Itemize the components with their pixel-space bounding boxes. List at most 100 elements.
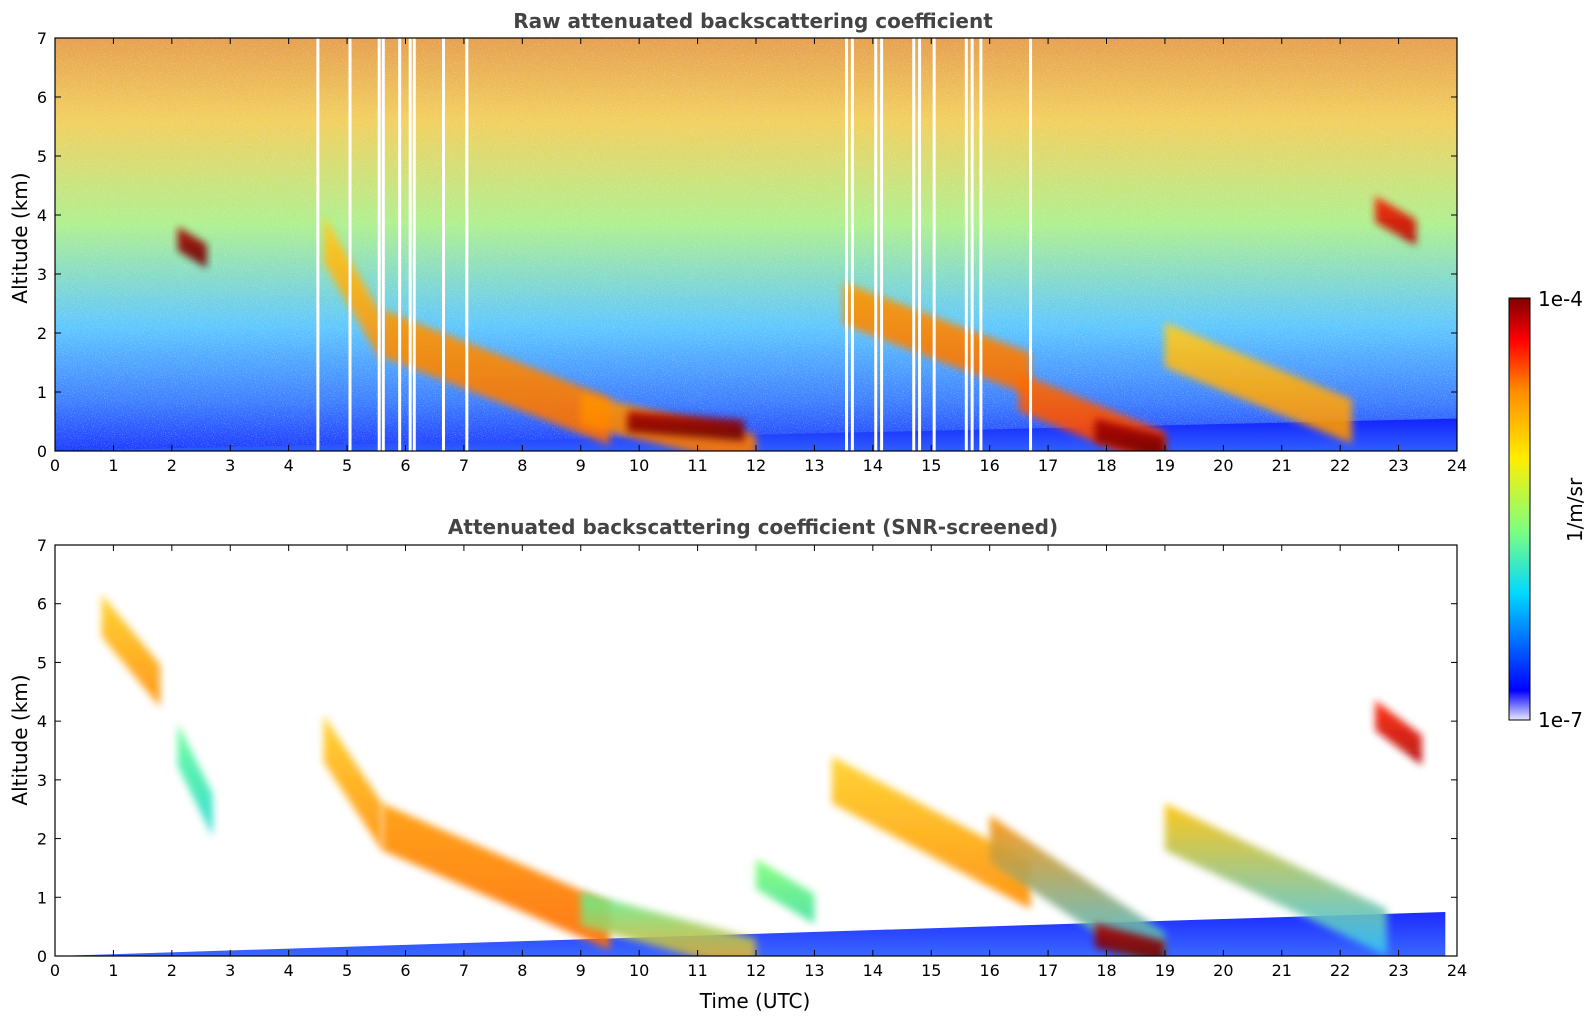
y-tick-label: 6: [37, 595, 47, 614]
x-tick-label: 0: [50, 456, 60, 475]
y-tick-label: 3: [37, 771, 47, 790]
x-tick-label: 18: [1096, 456, 1116, 475]
y-tick-label: 2: [37, 324, 47, 343]
x-tick-label: 0: [50, 961, 60, 980]
y-tick-label: 6: [37, 88, 47, 107]
x-tick-label: 10: [629, 456, 649, 475]
colorbar-unit-label: 1/m/sr: [1563, 477, 1587, 542]
x-tick-label: 8: [517, 456, 527, 475]
colorbar-max-label: 1e-4: [1538, 287, 1583, 311]
raw-backscatter-panel: Raw attenuated backscattering coefficien…: [8, 9, 1467, 475]
x-tick-label: 6: [400, 456, 410, 475]
data-gap-stripe: [880, 38, 884, 451]
snr-heatmap: [55, 545, 1457, 956]
colorbar: 1e-4 1e-7 1/m/sr: [1508, 287, 1587, 732]
x-tick-label: 14: [863, 456, 883, 475]
x-tick-label: 12: [746, 456, 766, 475]
data-gap-stripe: [970, 38, 974, 451]
feature-orange: [382, 803, 610, 951]
y-tick-label: 1: [37, 888, 47, 907]
x-tick-label: 16: [979, 961, 999, 980]
x-tick-label: 7: [459, 961, 469, 980]
x-tick-label: 23: [1388, 456, 1408, 475]
x-tick-label: 11: [687, 961, 707, 980]
raw-panel-title: Raw attenuated backscattering coefficien…: [513, 9, 993, 33]
raw-y-axis-label: Altitude (km): [8, 172, 32, 303]
feature-green-orange: [580, 892, 756, 956]
data-gap-stripe: [874, 38, 878, 451]
raw-heatmap: [55, 38, 1457, 451]
x-tick-label: 8: [517, 961, 527, 980]
x-tick-label: 13: [804, 961, 824, 980]
snr-screened-panel: Attenuated backscattering coefficient (S…: [8, 515, 1467, 1013]
feature-orange-cyan: [989, 815, 1165, 956]
data-gap-stripe: [412, 38, 416, 451]
feature-yellow-orange: [1164, 322, 1352, 444]
feature-red: [1375, 700, 1422, 766]
data-gap-stripe: [381, 38, 385, 451]
x-tick-label: 11: [687, 456, 707, 475]
x-tick-label: 12: [746, 961, 766, 980]
data-gap-stripe: [441, 38, 445, 451]
x-tick-label: 2: [167, 456, 177, 475]
x-tick-label: 15: [921, 961, 941, 980]
x-tick-label: 3: [225, 961, 235, 980]
x-tick-label: 22: [1330, 961, 1350, 980]
feature-dark-red: [627, 411, 745, 441]
data-gap-stripe: [845, 38, 849, 451]
feature-dark-red: [177, 226, 207, 269]
x-tick-label: 9: [576, 961, 586, 980]
x-tick-label: 1: [108, 456, 118, 475]
data-gap-stripe: [850, 38, 854, 451]
colorbar-min-label: 1e-7: [1538, 708, 1583, 732]
y-tick-label: 0: [37, 442, 47, 461]
feature-green: [756, 858, 815, 925]
data-gap-stripe: [408, 38, 412, 451]
feature-yellow-orange: [101, 594, 161, 708]
x-tick-label: 3: [225, 456, 235, 475]
x-tick-label: 1: [108, 961, 118, 980]
feature-yellow-orange: [323, 215, 383, 363]
x-tick-label: 5: [342, 961, 352, 980]
data-gap-stripe: [377, 38, 381, 451]
y-tick-label: 2: [37, 830, 47, 849]
y-tick-label: 3: [37, 265, 47, 284]
x-tick-label: 22: [1330, 456, 1350, 475]
x-tick-label: 20: [1213, 456, 1233, 475]
data-gap-stripe: [1029, 38, 1033, 451]
feature-dark-red: [1094, 418, 1165, 451]
x-tick-label: 9: [576, 456, 586, 475]
x-tick-label: 2: [167, 961, 177, 980]
raw-x-axis: 0 1 2 3 4 5 6 7 8 9 10 11 12 13 14 15 16 17 18 19 20 21 22 23 24: [50, 38, 1467, 475]
data-gap-stripe: [316, 38, 320, 451]
x-tick-label: 24: [1447, 961, 1467, 980]
y-tick-label: 5: [37, 653, 47, 672]
x-tick-label: 7: [459, 456, 469, 475]
x-tick-label: 19: [1155, 456, 1175, 475]
data-gap-stripe: [348, 38, 352, 451]
x-tick-label: 23: [1388, 961, 1408, 980]
data-gap-stripe: [912, 38, 916, 451]
x-tick-label: 17: [1038, 961, 1058, 980]
y-tick-label: 0: [37, 947, 47, 966]
snr-y-axis-label: Altitude (km): [8, 674, 32, 805]
x-tick-label: 21: [1272, 961, 1292, 980]
x-tick-label: 21: [1272, 456, 1292, 475]
x-tick-label: 24: [1447, 456, 1467, 475]
data-gap-stripe: [979, 38, 983, 451]
snr-x-axis: 0 1 2 3 4 5 6 7 8 9 10 11 12 13 14 15 16 17 18 19 20 21 22 23 24: [50, 545, 1467, 980]
snr-background: [55, 545, 1457, 956]
y-tick-label: 4: [37, 206, 47, 225]
data-gap-stripe: [465, 38, 469, 451]
x-tick-label: 14: [863, 961, 883, 980]
time-axis-label: Time (UTC): [699, 989, 811, 1013]
feature-orange: [843, 282, 1031, 396]
y-tick-label: 1: [37, 383, 47, 402]
data-gap-stripe: [398, 38, 402, 451]
x-tick-label: 13: [804, 456, 824, 475]
y-tick-label: 7: [37, 536, 47, 555]
data-gap-stripe: [918, 38, 922, 451]
y-tick-label: 4: [37, 712, 47, 731]
x-tick-label: 4: [284, 456, 294, 475]
raw-y-axis: 0 1 2 3 4 5 6 7: [37, 29, 1457, 461]
